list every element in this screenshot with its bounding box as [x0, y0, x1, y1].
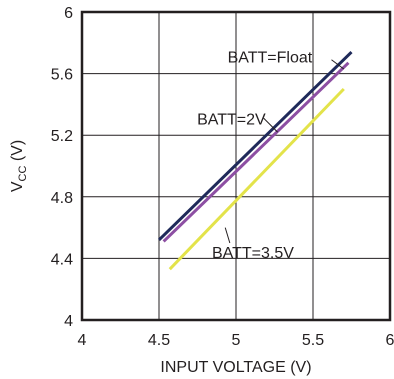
- x-tick-label-5: 5: [232, 332, 241, 349]
- y-tick-label-4: 4: [64, 313, 73, 330]
- annotation-batt-3-5v: BATT=3.5V: [212, 245, 294, 262]
- y-tick-label-4-8: 4.8: [51, 190, 73, 207]
- annotation-pointer-batt-3-5v: [224, 227, 231, 244]
- series-annotations: BATT=Float BATT=2V BATT=3.5V: [197, 50, 345, 262]
- y-axis-label: VCC (V): [9, 140, 29, 192]
- plot-frame: [80, 10, 392, 322]
- annotation-pointer-batt-float: [331, 59, 345, 70]
- x-tick-label-4: 4: [78, 332, 87, 349]
- y-tick-label-5-6: 5.6: [51, 67, 73, 84]
- y-axis-label-unit: (V): [9, 140, 26, 166]
- y-tick-labels: 4 4.4 4.8 5.2 5.6 6: [51, 5, 73, 330]
- y-tick-label-4-4: 4.4: [51, 251, 73, 268]
- y-axis-label-subscript: CC: [17, 166, 29, 182]
- annotation-batt-float: BATT=Float: [228, 50, 313, 67]
- series-line-batt-float: [157, 50, 353, 241]
- x-tick-label-6: 6: [386, 332, 394, 349]
- x-tick-label-4-5: 4.5: [148, 332, 170, 349]
- y-axis-label-main: V: [9, 181, 26, 192]
- annotation-batt-2v: BATT=2V: [197, 111, 266, 128]
- grid-lines: [82, 12, 390, 320]
- x-tick-labels: 4 4.5 5 5.5 6: [78, 332, 394, 349]
- annotation-pointer-batt-2v: [263, 117, 278, 133]
- x-axis-label: INPUT VOLTAGE (V): [160, 359, 311, 376]
- series-line-batt-2v: [162, 61, 350, 243]
- series-line-batt-3-5v: [168, 87, 345, 271]
- y-tick-label-6: 6: [64, 5, 73, 22]
- series-lines: [157, 50, 353, 271]
- y-tick-label-5-2: 5.2: [51, 128, 73, 145]
- x-tick-label-5-5: 5.5: [302, 332, 324, 349]
